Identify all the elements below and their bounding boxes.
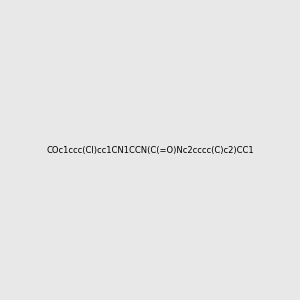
Text: COc1ccc(Cl)cc1CN1CCN(C(=O)Nc2cccc(C)c2)CC1: COc1ccc(Cl)cc1CN1CCN(C(=O)Nc2cccc(C)c2)C…	[46, 146, 254, 154]
